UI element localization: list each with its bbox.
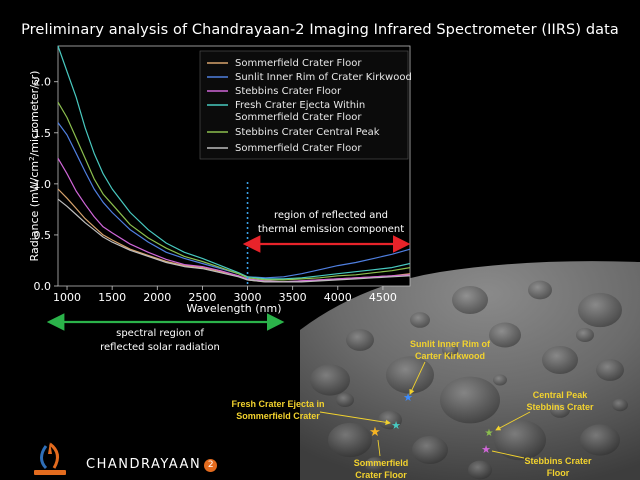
y-tick-label: 1.5 xyxy=(34,127,52,140)
central-peak-star-icon: ★ xyxy=(485,428,494,439)
thermal-label-line-1: region of reflected and xyxy=(274,210,388,221)
kirkwood-label-1: Sunlit Inner Rim of xyxy=(410,339,491,349)
crater xyxy=(410,312,430,328)
kirkwood-star-icon: ★ xyxy=(403,391,413,404)
mission-brand: CHANDRAYAAN 2 xyxy=(86,457,218,472)
mission-number-badge: 2 xyxy=(204,459,218,472)
crater xyxy=(580,424,620,456)
x-tick-label: 3500 xyxy=(279,291,307,304)
chart-title: Preliminary analysis of Chandrayaan-2 Im… xyxy=(21,22,619,38)
crater xyxy=(386,356,434,394)
ejecta-label-2: Sommerfield Crater xyxy=(236,411,320,421)
x-tick-label: 1000 xyxy=(53,291,81,304)
ejecta-pointer xyxy=(319,411,391,425)
ejecta-star-icon: ★ xyxy=(391,419,401,432)
kirkwood-pointer xyxy=(409,361,426,395)
legend-label-4: Fresh Crater Ejecta Within xyxy=(235,100,365,111)
isro-logo xyxy=(34,442,66,475)
crater xyxy=(493,374,507,386)
sommerfield-pointer xyxy=(377,439,381,457)
solar-label-line-2: reflected solar radiation xyxy=(100,342,220,353)
sommerfield-label-2: Crater Floor xyxy=(355,470,407,480)
legend-label-6: Sommerfield Crater Floor xyxy=(235,143,362,154)
legend-label-2: Sunlit Inner Rim of Crater Kirkwood xyxy=(235,72,412,83)
crater xyxy=(440,376,500,424)
crater xyxy=(336,392,354,408)
series-line-4 xyxy=(57,45,411,280)
solar-label-line-1: spectral region of xyxy=(116,328,204,339)
crater xyxy=(576,327,594,343)
x-tick-label: 2500 xyxy=(188,291,216,304)
crater xyxy=(578,292,622,328)
x-axis-label: Wavelength (nm) xyxy=(186,302,281,315)
y-tick-label: 1.0 xyxy=(34,178,52,191)
moon-craters xyxy=(310,280,628,480)
series-line-3 xyxy=(57,157,411,283)
thermal-label-line-2: thermal emission component xyxy=(258,224,404,235)
stebbins-floor-star-icon: ★ xyxy=(481,443,491,456)
crater xyxy=(468,460,492,480)
sommerfield-star-icon: ★ xyxy=(369,425,381,440)
series-line-2 xyxy=(57,122,411,279)
crater xyxy=(442,343,458,357)
legend: Sommerfield Crater Floor Sunlit Inner Ri… xyxy=(199,50,412,160)
crater xyxy=(346,329,374,351)
x-tick-label: 1500 xyxy=(98,291,126,304)
crater xyxy=(310,364,350,396)
crater xyxy=(452,285,488,315)
crater xyxy=(494,419,546,461)
y-axis: 0.0 0.5 1.0 1.5 2.0 xyxy=(34,76,58,293)
x-tick-label: 2000 xyxy=(143,291,171,304)
x-tick-label: 4500 xyxy=(369,291,397,304)
y-tick-label: 2.0 xyxy=(34,76,52,89)
y-axis-label: Radiance (mW/cm2/micrometer/sr) xyxy=(28,71,41,262)
series-group xyxy=(57,45,411,283)
crater xyxy=(612,398,628,412)
central-peak-label-1: Central Peak xyxy=(533,390,589,400)
legend-label-4b: Sommerfield Crater Floor xyxy=(235,112,362,123)
legend-label-5: Stebbins Crater Central Peak xyxy=(235,127,380,138)
crater xyxy=(365,457,385,473)
crater xyxy=(550,402,570,418)
legend-label-1: Sommerfield Crater Floor xyxy=(235,58,362,69)
y-tick-label: 0.5 xyxy=(34,229,52,242)
crater xyxy=(489,322,521,348)
legend-box xyxy=(199,50,409,160)
crater xyxy=(412,435,448,465)
crater xyxy=(528,280,552,300)
moon-annotations: Sunlit Inner Rim of Carter Kirkwood ★ Fr… xyxy=(231,339,594,480)
legend-label-3: Stebbins Crater Floor xyxy=(235,86,342,97)
kirkwood-label-2: Carter Kirkwood xyxy=(415,351,485,361)
x-tick-label: 3000 xyxy=(234,291,262,304)
crater xyxy=(328,422,372,458)
stebbins-floor-label-1: Stebbins Crater xyxy=(524,456,592,466)
y-tick-label: 0.0 xyxy=(34,280,52,293)
sommerfield-label-1: Sommerfield xyxy=(354,458,409,468)
central-peak-pointer xyxy=(495,411,531,431)
crater xyxy=(542,345,578,375)
series-line-5 xyxy=(57,101,411,281)
x-axis: 1000 1500 2000 2500 3000 3500 4000 4500 xyxy=(53,286,397,304)
stebbins-floor-pointer xyxy=(491,450,525,459)
central-peak-label-2: Stebbins Crater xyxy=(526,402,594,412)
series-line-6 xyxy=(57,198,411,283)
mission-name: CHANDRAYAAN xyxy=(86,457,202,472)
stebbins-floor-label-2: Floor xyxy=(547,468,570,478)
crater xyxy=(596,359,624,381)
x-tick-label: 4000 xyxy=(324,291,352,304)
ejecta-label-1: Fresh Crater Ejecta in xyxy=(231,399,324,409)
moon-surface xyxy=(300,261,640,480)
